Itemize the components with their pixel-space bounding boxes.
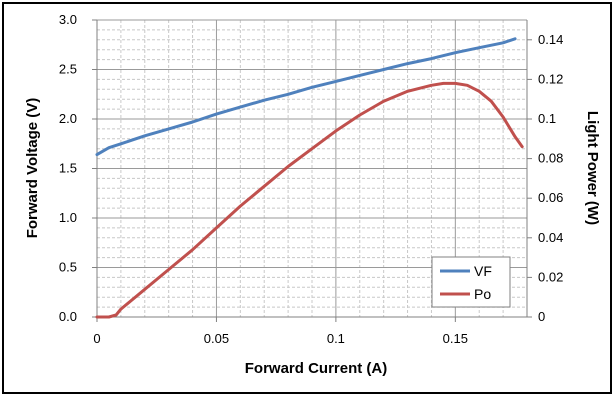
grid-lines xyxy=(97,19,527,317)
series-lines xyxy=(95,37,524,319)
axes xyxy=(92,19,532,322)
y-tick-label: 2.0 xyxy=(59,111,77,126)
legend-label-po: Po xyxy=(474,286,491,302)
y2-tick-label: 0.12 xyxy=(538,71,563,86)
series-line-vf xyxy=(95,37,517,157)
legend-label-vf: VF xyxy=(474,263,492,279)
y2-axis-title: Light Power (W) xyxy=(584,111,601,225)
series-line-po xyxy=(95,81,524,319)
legend-box xyxy=(431,256,511,308)
y2-tick-label: 0.04 xyxy=(538,230,563,245)
y2-tick-label: 0 xyxy=(538,309,545,324)
y-tick-label: 3.0 xyxy=(59,12,77,27)
x-tick-label: 0 xyxy=(93,331,100,346)
y2-tick-label: 0.02 xyxy=(538,269,563,284)
x-tick-label: 0.15 xyxy=(443,331,468,346)
y2-tick-label: 0.14 xyxy=(538,32,563,47)
y2-tick-label: 0.08 xyxy=(538,151,563,166)
y-tick-label: 0.5 xyxy=(59,260,77,275)
x-tick-label: 0.05 xyxy=(204,331,229,346)
y-axis-title: Forward Voltage (V) xyxy=(24,98,41,239)
y-tick-label: 2.5 xyxy=(59,62,77,77)
y-tick-label: 0.0 xyxy=(59,309,77,324)
y-tick-label: 1.5 xyxy=(59,161,77,176)
y2-tick-label: 0.06 xyxy=(538,190,563,205)
y2-tick-label: 0.1 xyxy=(538,111,556,126)
legend: VF Po xyxy=(431,256,511,308)
x-axis-title: Forward Current (A) xyxy=(245,360,388,377)
x-tick-label: 0.1 xyxy=(327,331,345,346)
tick-labels: 0.0 0.5 1.0 1.5 2.0 2.5 3.0 0 0.02 0.04 0.06 0.08 0.… xyxy=(59,12,563,346)
y-tick-label: 1.0 xyxy=(59,210,77,225)
